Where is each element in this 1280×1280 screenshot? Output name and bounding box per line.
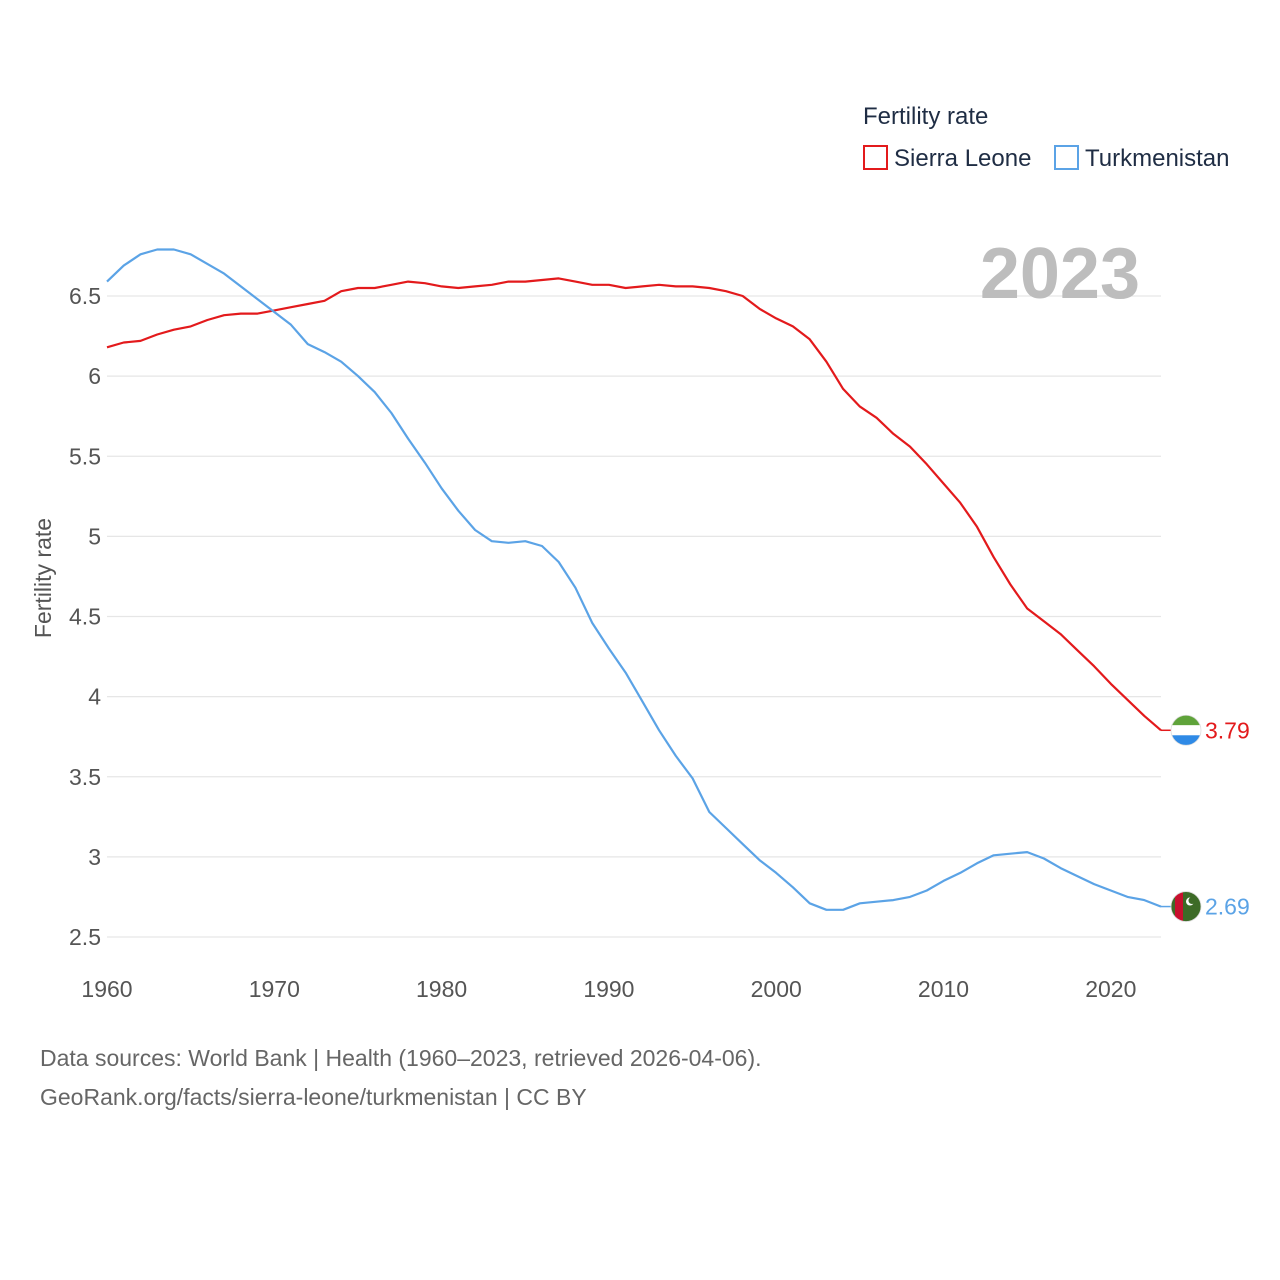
legend-swatch-turkmenistan[interactable]: [1054, 145, 1079, 170]
x-tick-label: 1970: [249, 976, 300, 1002]
x-axis-ticks: 1960 1970 1980 1990 2000 2010 2020: [81, 976, 1136, 1002]
gridlines: [107, 295, 1161, 938]
end-value-label: 2.69: [1205, 894, 1250, 920]
legend-title: Fertility rate: [863, 103, 988, 130]
y-tick-label: 5.5: [69, 443, 101, 469]
series-end-markers: 3.79 2.69: [1161, 714, 1250, 922]
series-lines: [106, 248, 1162, 911]
sierra-leone-flag-icon: [1170, 714, 1202, 746]
year-label: 2023: [980, 234, 1140, 314]
y-axis-ticks: 2.5 3 3.5 4 4.5 5 5.5 6 6.5: [69, 283, 101, 950]
x-tick-label: 2020: [1085, 976, 1136, 1002]
x-tick-label: 1960: [81, 976, 132, 1002]
source-line: Data sources: World Bank | Health (1960–…: [40, 1045, 762, 1071]
y-tick-label: 6.5: [69, 283, 101, 309]
x-tick-label: 2010: [918, 976, 969, 1002]
y-tick-label: 3.5: [69, 764, 101, 790]
source-link[interactable]: GeoRank.org/facts/sierra-leone/turkmenis…: [40, 1084, 587, 1110]
y-tick-label: 4: [88, 684, 101, 710]
legend-label-turkmenistan[interactable]: Turkmenistan: [1085, 145, 1230, 172]
legend-swatch-sierra-leone[interactable]: [863, 145, 888, 170]
y-tick-label: 2.5: [69, 924, 101, 950]
y-axis-title: Fertility rate: [30, 518, 56, 638]
legend: Fertility rate Sierra Leone Turkmenistan: [863, 103, 1230, 172]
x-tick-label: 1990: [583, 976, 634, 1002]
x-tick-label: 2000: [751, 976, 802, 1002]
legend-label-sierra-leone[interactable]: Sierra Leone: [894, 145, 1031, 172]
y-tick-label: 5: [88, 523, 101, 549]
end-value-label: 3.79: [1205, 717, 1250, 743]
y-tick-label: 6: [88, 363, 101, 389]
turkmenistan-flag-icon: [1170, 891, 1202, 922]
x-tick-label: 1980: [416, 976, 467, 1002]
series-line-turkmenistan[interactable]: [106, 248, 1162, 911]
y-tick-label: 3: [88, 844, 101, 870]
series-line-sierra-leone[interactable]: [106, 277, 1162, 732]
y-tick-label: 4.5: [69, 604, 101, 630]
